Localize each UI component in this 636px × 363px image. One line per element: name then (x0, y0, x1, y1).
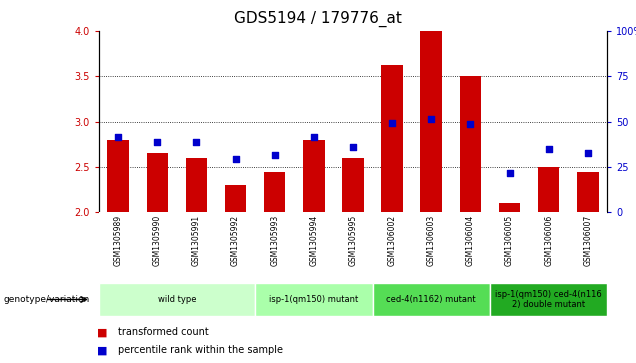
Point (544, 146, 554, 152)
Text: wild type: wild type (158, 295, 196, 304)
Point (270, 152, 280, 158)
Text: transformed count: transformed count (118, 327, 209, 337)
Bar (255, 283, 373, 316)
Point (387, 121, 398, 126)
Text: ■: ■ (97, 345, 107, 355)
Point (348, 144, 358, 150)
Text: GSM1306003: GSM1306003 (427, 215, 436, 266)
Text: GSM1305993: GSM1305993 (270, 215, 279, 266)
Point (504, 170, 515, 176)
Point (583, 150, 593, 156)
Point (308, 134, 319, 140)
Text: GSM1306005: GSM1306005 (505, 215, 514, 266)
Text: GSM1305991: GSM1305991 (192, 215, 201, 266)
Text: GSM1305989: GSM1305989 (114, 215, 123, 266)
Point (152, 139, 162, 144)
Bar (99, 283, 255, 316)
Bar (382, 65, 403, 212)
Bar (420, 31, 442, 212)
Point (113, 134, 123, 140)
Text: percentile rank within the sample: percentile rank within the sample (118, 345, 282, 355)
Text: GSM1306007: GSM1306007 (583, 215, 592, 266)
Bar (186, 158, 207, 212)
Bar (460, 76, 481, 212)
Text: ■: ■ (97, 327, 107, 337)
Bar (225, 185, 246, 212)
Bar (303, 140, 324, 212)
Text: GSM1306006: GSM1306006 (544, 215, 553, 266)
Bar (146, 153, 168, 212)
Bar (577, 171, 598, 212)
Text: GSM1306004: GSM1306004 (466, 215, 475, 266)
Text: GSM1306002: GSM1306002 (387, 215, 397, 266)
Text: isp-1(qm150) ced-4(n116
2) double mutant: isp-1(qm150) ced-4(n116 2) double mutant (495, 290, 602, 309)
Text: GSM1305994: GSM1305994 (309, 215, 319, 266)
Text: genotype/variation: genotype/variation (3, 295, 90, 304)
Point (230, 156, 240, 162)
Bar (490, 283, 607, 316)
Bar (342, 158, 364, 212)
Bar (499, 203, 520, 212)
Text: GDS5194 / 179776_at: GDS5194 / 179776_at (234, 11, 402, 27)
Bar (264, 171, 286, 212)
Text: GSM1305995: GSM1305995 (349, 215, 357, 266)
Bar (373, 283, 490, 316)
Bar (107, 140, 129, 212)
Text: GSM1305990: GSM1305990 (153, 215, 162, 266)
Text: isp-1(qm150) mutant: isp-1(qm150) mutant (269, 295, 359, 304)
Point (466, 121, 476, 127)
Bar (538, 167, 560, 212)
Point (426, 116, 436, 122)
Point (191, 139, 202, 145)
Text: GSM1305992: GSM1305992 (231, 215, 240, 266)
Text: ced-4(n1162) mutant: ced-4(n1162) mutant (387, 295, 476, 304)
